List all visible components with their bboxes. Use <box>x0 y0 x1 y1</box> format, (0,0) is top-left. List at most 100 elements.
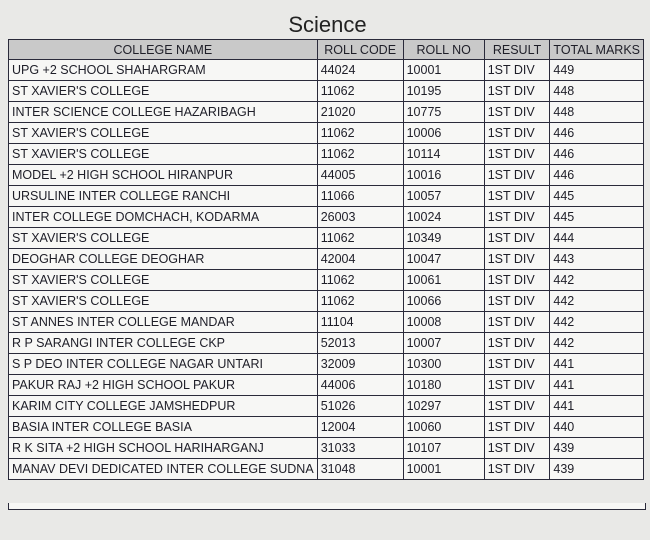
cell-roll-code: 52013 <box>316 332 404 354</box>
cell-total-marks: 441 <box>549 374 644 396</box>
cell-result: 1ST DIV <box>483 416 551 438</box>
cell-total-marks: 446 <box>549 143 644 165</box>
cell-college-name: ST XAVIER'S COLLEGE <box>8 122 318 144</box>
table-row: MANAV DEVI DEDICATED INTER COLLEGE SUDNA… <box>8 458 644 480</box>
cell-roll-no: 10107 <box>402 437 485 459</box>
cell-roll-no: 10061 <box>402 269 485 291</box>
cell-result: 1ST DIV <box>483 311 551 333</box>
cell-roll-code: 21020 <box>316 101 404 123</box>
cell-total-marks: 449 <box>549 59 644 81</box>
cell-total-marks: 442 <box>549 290 644 312</box>
cell-roll-code: 44006 <box>316 374 404 396</box>
cell-total-marks: 446 <box>549 164 644 186</box>
cell-roll-no: 10001 <box>402 458 485 480</box>
cell-total-marks: 443 <box>549 248 644 270</box>
cell-roll-no: 10114 <box>402 143 485 165</box>
table-row: ST XAVIER'S COLLEGE 11062 10006 1ST DIV 446 <box>8 122 644 144</box>
header-college-name: COLLEGE NAME <box>8 39 318 60</box>
cell-total-marks: 440 <box>549 416 644 438</box>
cell-total-marks: 441 <box>549 395 644 417</box>
cell-roll-code: 26003 <box>316 206 404 228</box>
cell-roll-no: 10007 <box>402 332 485 354</box>
cell-total-marks: 448 <box>549 80 644 102</box>
cell-college-name: ST ANNES INTER COLLEGE MANDAR <box>8 311 318 333</box>
table-row: INTER COLLEGE DOMCHACH, KODARMA 26003 1002… <box>8 206 644 228</box>
cell-result: 1ST DIV <box>483 206 551 228</box>
cell-roll-code: 11062 <box>316 80 404 102</box>
cell-roll-no: 10024 <box>402 206 485 228</box>
cell-total-marks: 445 <box>549 185 644 207</box>
cell-college-name: INTER COLLEGE DOMCHACH, KODARMA <box>8 206 318 228</box>
cell-roll-no: 10180 <box>402 374 485 396</box>
cell-roll-code: 11104 <box>316 311 404 333</box>
cell-roll-no: 10195 <box>402 80 485 102</box>
table-row: S P DEO INTER COLLEGE NAGAR UNTARI 32009 1… <box>8 353 644 375</box>
cell-roll-no: 10297 <box>402 395 485 417</box>
table-row: BASIA INTER COLLEGE BASIA 12004 10060 1ST D… <box>8 416 644 438</box>
table-row: ST ANNES INTER COLLEGE MANDAR 11104 10008 1… <box>8 311 644 333</box>
cell-total-marks: 445 <box>549 206 644 228</box>
cell-total-marks: 439 <box>549 458 644 480</box>
table-row: INTER SCIENCE COLLEGE HAZARIBAGH 21020 107… <box>8 101 644 123</box>
cell-college-name: R P SARANGI INTER COLLEGE CKP <box>8 332 318 354</box>
cell-result: 1ST DIV <box>483 185 551 207</box>
table-row: KARIM CITY COLLEGE JAMSHEDPUR 51026 10297 1… <box>8 395 644 417</box>
header-row: COLLEGE NAME ROLL CODE ROLL NO RESULT TO… <box>8 39 644 60</box>
cell-roll-no: 10349 <box>402 227 485 249</box>
cell-result: 1ST DIV <box>483 227 551 249</box>
cell-total-marks: 442 <box>549 311 644 333</box>
cell-roll-code: 12004 <box>316 416 404 438</box>
cell-result: 1ST DIV <box>483 269 551 291</box>
cell-result: 1ST DIV <box>483 59 551 81</box>
cell-roll-code: 42004 <box>316 248 404 270</box>
cell-result: 1ST DIV <box>483 101 551 123</box>
cell-college-name: URSULINE INTER COLLEGE RANCHI <box>8 185 318 207</box>
header-result: RESULT <box>483 39 551 60</box>
cell-roll-code: 11062 <box>316 227 404 249</box>
cell-roll-code: 31033 <box>316 437 404 459</box>
table-row: ST XAVIER'S COLLEGE 11062 10066 1ST DIV 442 <box>8 290 644 312</box>
table-bottom-edge <box>8 503 646 510</box>
cell-result: 1ST DIV <box>483 164 551 186</box>
table-row: ST XAVIER'S COLLEGE 11062 10061 1ST DIV 442 <box>8 269 644 291</box>
cell-college-name: ST XAVIER'S COLLEGE <box>8 290 318 312</box>
table-row: R K SITA +2 HIGH SCHOOL HARIHARGANJ 31033… <box>8 437 644 459</box>
cell-roll-no: 10006 <box>402 122 485 144</box>
cell-roll-code: 44005 <box>316 164 404 186</box>
table-row: ST XAVIER'S COLLEGE 11062 10349 1ST DIV 444 <box>8 227 644 249</box>
cell-total-marks: 446 <box>549 122 644 144</box>
cell-college-name: S P DEO INTER COLLEGE NAGAR UNTARI <box>8 353 318 375</box>
cell-roll-no: 10775 <box>402 101 485 123</box>
cell-total-marks: 442 <box>549 332 644 354</box>
cell-college-name: BASIA INTER COLLEGE BASIA <box>8 416 318 438</box>
cell-roll-no: 10016 <box>402 164 485 186</box>
cell-roll-code: 11062 <box>316 143 404 165</box>
cell-result: 1ST DIV <box>483 80 551 102</box>
cell-roll-code: 11062 <box>316 269 404 291</box>
cell-result: 1ST DIV <box>483 143 551 165</box>
cell-roll-code: 11062 <box>316 290 404 312</box>
table-row: ST XAVIER'S COLLEGE 11062 10195 1ST DIV 448 <box>8 80 644 102</box>
cell-roll-no: 10008 <box>402 311 485 333</box>
cell-result: 1ST DIV <box>483 122 551 144</box>
cell-college-name: UPG +2 SCHOOL SHAHARGRAM <box>8 59 318 81</box>
table-row: R P SARANGI INTER COLLEGE CKP 52013 10007 1… <box>8 332 644 354</box>
cell-roll-no: 10060 <box>402 416 485 438</box>
cell-college-name: R K SITA +2 HIGH SCHOOL HARIHARGANJ <box>8 437 318 459</box>
cell-roll-no: 10047 <box>402 248 485 270</box>
cell-result: 1ST DIV <box>483 248 551 270</box>
cell-total-marks: 448 <box>549 101 644 123</box>
cell-roll-no: 10300 <box>402 353 485 375</box>
cell-roll-no: 10057 <box>402 185 485 207</box>
cell-result: 1ST DIV <box>483 437 551 459</box>
cell-result: 1ST DIV <box>483 458 551 480</box>
cell-roll-code: 44024 <box>316 59 404 81</box>
cell-result: 1ST DIV <box>483 353 551 375</box>
cell-total-marks: 442 <box>549 269 644 291</box>
cell-college-name: DEOGHAR COLLEGE DEOGHAR <box>8 248 318 270</box>
cell-college-name: ST XAVIER'S COLLEGE <box>8 80 318 102</box>
cell-college-name: ST XAVIER'S COLLEGE <box>8 143 318 165</box>
table-row: ST XAVIER'S COLLEGE 11062 10114 1ST DIV 446 <box>8 143 644 165</box>
cell-roll-code: 32009 <box>316 353 404 375</box>
cell-college-name: MODEL +2 HIGH SCHOOL HIRANPUR <box>8 164 318 186</box>
